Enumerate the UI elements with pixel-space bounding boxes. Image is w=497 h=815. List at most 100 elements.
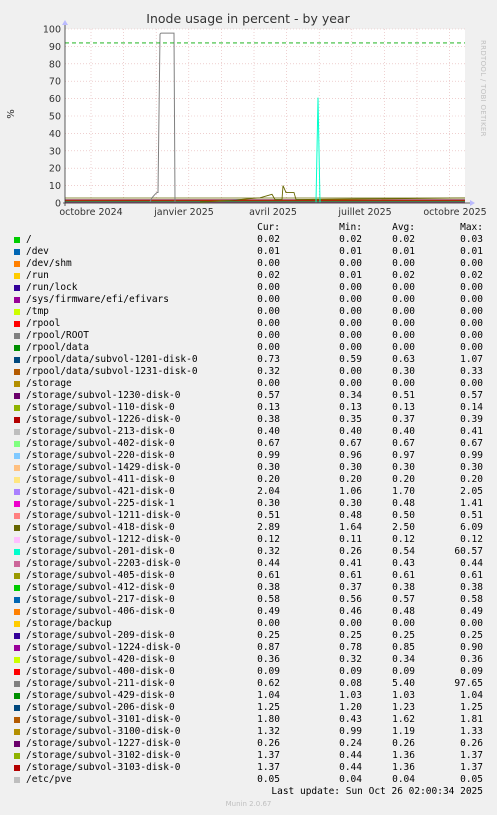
legend-series-name: /storage — [26, 378, 72, 389]
legend-max: 0.00 — [460, 330, 483, 341]
legend-max: 0.02 — [460, 270, 483, 281]
legend-cur: 0.02 — [257, 270, 280, 281]
legend-cur: 1.37 — [257, 750, 280, 761]
legend-swatch — [14, 669, 20, 675]
legend-item: /storage/subvol-1226-disk-0 0.38 0.35 0.37 0… — [0, 414, 497, 426]
legend-swatch — [14, 777, 20, 783]
legend-series-name: /storage/subvol-429-disk-0 — [26, 690, 175, 701]
legend-item: /storage/subvol-2203-disk-0 0.44 0.41 0.43 0… — [0, 558, 497, 570]
legend-swatch — [14, 261, 20, 267]
legend-swatch — [14, 333, 20, 339]
legend-min: 0.00 — [339, 366, 362, 377]
legend-min: 1.03 — [339, 690, 362, 701]
legend-swatch — [14, 729, 20, 735]
legend-cur: 0.20 — [257, 474, 280, 485]
legend-cur: 0.44 — [257, 558, 280, 569]
legend-item: /storage/subvol-209-disk-0 0.25 0.25 0.25 0.… — [0, 630, 497, 642]
legend-series-name: / — [26, 234, 32, 245]
legend-series-name: /storage/subvol-225-disk-1 — [26, 498, 175, 509]
legend-avg: 0.40 — [392, 426, 415, 437]
legend-avg: 0.02 — [392, 234, 415, 245]
legend-item: /storage/subvol-110-disk-0 0.13 0.13 0.13 0.… — [0, 402, 497, 414]
legend-cur: 0.09 — [257, 666, 280, 677]
legend-min: 1.64 — [339, 522, 362, 533]
legend-avg: 0.02 — [392, 270, 415, 281]
legend-swatch — [14, 237, 20, 243]
legend-max: 0.00 — [460, 258, 483, 269]
rrdtool-credit: RRDTOOL / TOBI OETIKER — [479, 40, 487, 137]
legend-avg: 0.00 — [392, 258, 415, 269]
legend-item: /storage/subvol-418-disk-0 2.89 1.64 2.50 6.… — [0, 522, 497, 534]
legend-item: /storage/subvol-412-disk-0 0.38 0.37 0.38 0.… — [0, 582, 497, 594]
legend-cur: 0.58 — [257, 594, 280, 605]
legend-min: 0.00 — [339, 282, 362, 293]
y-tick-label: 0 — [55, 199, 61, 210]
legend-series-name: /storage/subvol-220-disk-0 — [26, 450, 175, 461]
legend-min: 0.61 — [339, 570, 362, 581]
legend-min: 0.44 — [339, 762, 362, 773]
y-tick-label: 60 — [49, 94, 61, 105]
legend-item: /dev/shm 0.00 0.00 0.00 0.00 — [0, 258, 497, 270]
legend-cur: 0.12 — [257, 534, 280, 545]
legend-series-name: /rpool — [26, 318, 61, 329]
legend-item: /storage/subvol-420-disk-0 0.36 0.32 0.34 0.… — [0, 654, 497, 666]
legend-avg: 1.23 — [392, 702, 415, 713]
legend-avg: 0.04 — [392, 774, 415, 785]
x-tick-label: avril 2025 — [249, 207, 297, 218]
legend-series-name: /storage/subvol-1226-disk-0 — [26, 414, 181, 425]
y-tick-label: 90 — [49, 42, 61, 53]
legend-max: 1.37 — [460, 750, 483, 761]
legend-series-name: /sys/firmware/efi/efivars — [26, 294, 169, 305]
legend-cur: 0.01 — [257, 246, 280, 257]
legend-avg: 1.36 — [392, 762, 415, 773]
legend-avg: 0.51 — [392, 390, 415, 401]
legend-min: 0.48 — [339, 510, 362, 521]
legend-item: /run 0.02 0.01 0.02 0.02 — [0, 270, 497, 282]
legend-avg: 0.00 — [392, 330, 415, 341]
x-tick-label: octobre 2025 — [423, 207, 486, 218]
legend-avg: 0.54 — [392, 546, 415, 557]
legend-avg: 2.50 — [392, 522, 415, 533]
legend-avg: 0.37 — [392, 414, 415, 425]
legend-max: 0.90 — [460, 642, 483, 653]
series-spike-subvol-211 — [149, 32, 176, 203]
legend-max: 0.03 — [460, 234, 483, 245]
legend-avg: 0.38 — [392, 582, 415, 593]
legend-avg: 0.85 — [392, 642, 415, 653]
legend-series-name: /dev/shm — [26, 258, 72, 269]
legend-swatch — [14, 321, 20, 327]
legend-min: 0.44 — [339, 750, 362, 761]
legend-max: 0.00 — [460, 378, 483, 389]
legend-series-name: /run/lock — [26, 282, 78, 293]
legend-avg: 0.30 — [392, 462, 415, 473]
legend-cur: 0.02 — [257, 234, 280, 245]
legend-max: 60.57 — [454, 546, 483, 557]
legend-item: /storage/subvol-1429-disk-0 0.30 0.30 0.30 0… — [0, 462, 497, 474]
legend-avg: 0.34 — [392, 654, 415, 665]
legend-min: 0.00 — [339, 294, 362, 305]
legend-max: 0.01 — [460, 246, 483, 257]
legend-max: 0.00 — [460, 618, 483, 629]
legend-item: /storage/subvol-217-disk-0 0.58 0.56 0.57 0.… — [0, 594, 497, 606]
legend-cur: 2.89 — [257, 522, 280, 533]
legend-swatch — [14, 717, 20, 723]
inode-usage-chart: Inode usage in percent - by year % 0 10 20… — [6, 11, 487, 218]
legend-series-name: /storage/subvol-406-disk-0 — [26, 606, 175, 617]
legend-swatch — [14, 681, 20, 687]
legend-min: 0.41 — [339, 558, 362, 569]
legend-min: 0.32 — [339, 654, 362, 665]
legend-min: 0.43 — [339, 714, 362, 725]
legend-max: 0.61 — [460, 570, 483, 581]
legend-swatch — [14, 393, 20, 399]
legend-max: 0.05 — [460, 774, 483, 785]
legend-cur: 0.00 — [257, 294, 280, 305]
legend-item: /dev 0.01 0.01 0.01 0.01 — [0, 246, 497, 258]
legend-swatch — [14, 621, 20, 627]
legend-swatch — [14, 381, 20, 387]
legend-avg: 0.50 — [392, 510, 415, 521]
legend-min: 0.30 — [339, 498, 362, 509]
legend-min: 0.37 — [339, 582, 362, 593]
legend-max: 0.26 — [460, 738, 483, 749]
legend-max: 0.67 — [460, 438, 483, 449]
legend-series-name: /storage/subvol-3102-disk-0 — [26, 750, 181, 761]
